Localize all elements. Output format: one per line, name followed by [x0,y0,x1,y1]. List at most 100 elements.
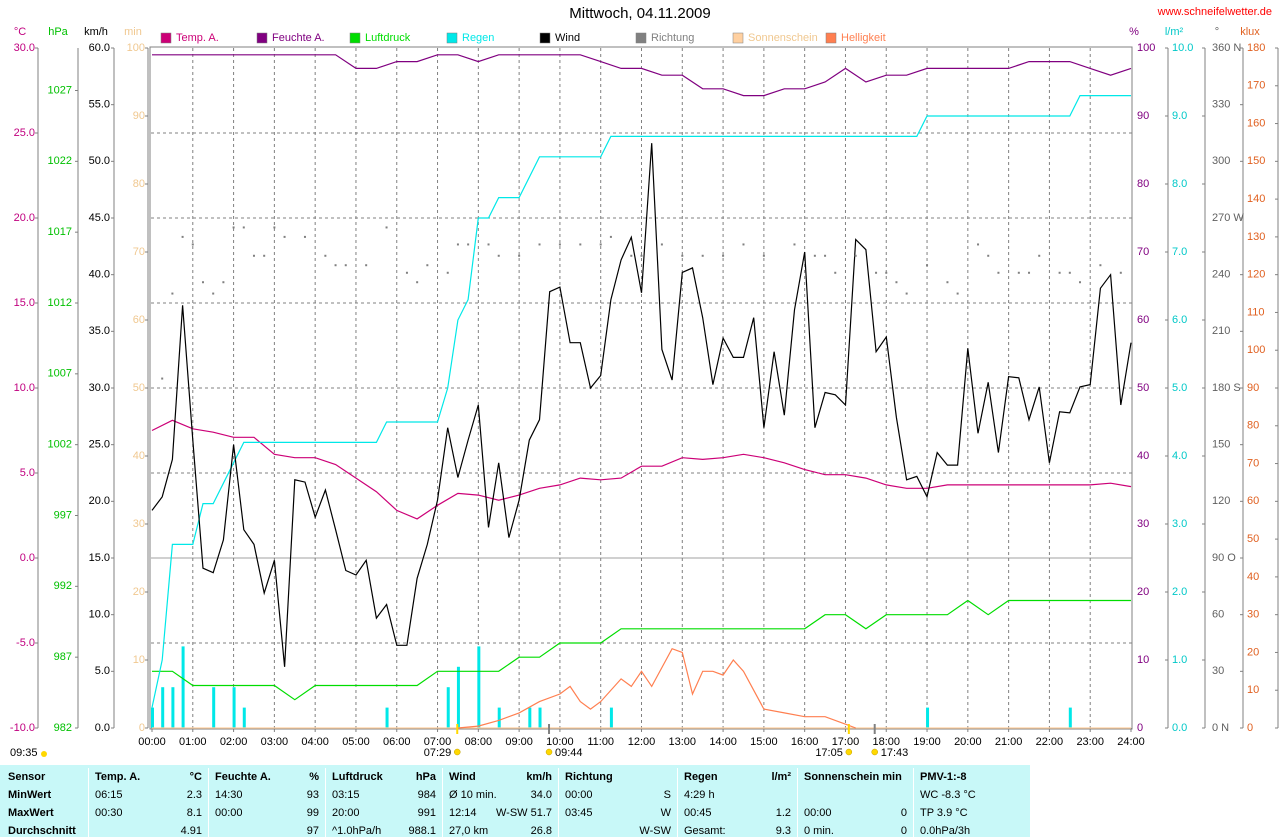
y-tick-label: 180 [1247,42,1265,54]
y-tick-label: 1012 [48,297,72,309]
y-tick-label: 4.0 [1172,450,1187,462]
table-cell: 14:30 93 [208,786,325,804]
cell-text: W-SW [639,825,671,837]
series-line [457,647,856,729]
cell-text: S [663,789,671,801]
annotation: 17:43 [881,747,909,759]
axis-title: °C [14,26,26,38]
y-tick-label: -10.0 [10,722,35,734]
y-tick-label: 60 [133,314,145,326]
legend-label: Wind [555,32,580,44]
y-tick-label: 20.0 [89,495,110,507]
y-tick-label: 30 [1247,609,1259,621]
cell-text: 12:14 [449,807,477,819]
cell-text: MinWert [8,789,52,801]
cell-text: 00:45 [684,807,712,819]
y-tick-label: 5.0 [20,467,35,479]
chart-title: Mittwoch, 04.11.2009 [569,5,710,22]
cell-text: Wind [449,771,476,783]
series-line [151,95,1131,708]
cell-text: 97 [306,825,319,837]
cell-text: Feuchte A. [215,771,271,783]
direction-dot [324,254,327,257]
x-tick-label: 24:00 [1117,736,1145,748]
direction-dot [1058,271,1061,274]
y-tick-label: 70 [133,246,145,258]
table-cell: Wind km/h [442,768,558,786]
series-line [151,143,1132,667]
cell-text: 03:15 [332,789,360,801]
cell-text: 1.2 [775,807,791,819]
x-tick-label: 09:00 [505,736,533,748]
legend-label: Luftdruck [365,32,411,44]
direction-dot [681,254,684,257]
direction-dot [1038,254,1041,257]
y-tick-label: 160 [1247,117,1265,129]
y-tick-label: 50 [1247,533,1259,545]
table-cell: Richtung [558,768,677,786]
y-tick-label: 50.0 [89,155,110,167]
cell-text: 00:00 [215,807,243,819]
table-cell: Feuchte A.% [208,768,325,786]
y-tick-label: 45.0 [89,212,110,224]
cell-text: 984 [417,789,436,801]
direction-dot [987,254,990,257]
y-tick-label: 1007 [48,368,72,380]
direction-dot [334,264,337,267]
direction-dot [599,243,602,246]
direction-dot [895,281,898,284]
cell-text: 34.0 [530,789,552,801]
y-tick-label: 60 [1137,314,1149,326]
direction-dot [181,235,184,238]
cell-text: W-SW 51.7 [495,807,552,819]
annotation: 09:35 [10,747,38,759]
x-tick-label: 15:00 [750,736,778,748]
y-tick-label: 55.0 [89,99,110,111]
direction-dot [242,226,245,229]
y-tick-label: 70 [1247,457,1259,469]
y-tick-label: 15.0 [14,297,35,309]
sun-marker [871,748,878,756]
cell-text: 0.0hPa/3h [920,825,971,837]
y-tick-label: 100 [1247,344,1265,356]
table-cell: W-SW [558,822,677,840]
y-tick-label: 15.0 [89,552,110,564]
y-tick-label: 10.0 [14,382,35,394]
y-tick-label: 20 [1247,646,1259,658]
axis-title: min [124,26,142,38]
y-tick-label: 80 [1137,178,1149,190]
table-cell: 20:00 991 [325,804,442,822]
cell-text: 991 [417,807,436,819]
cell-text: 27,0 km [449,825,489,837]
legend-label: Regen [462,32,494,44]
table-cell: 06:15 2.3 [88,786,208,804]
direction-dot [558,243,561,246]
table-cell: 00:00 S [558,786,677,804]
y-tick-label: 5.0 [95,665,110,677]
direction-dot [273,226,276,229]
rain-bar [446,687,450,728]
y-tick-label: 0 [139,722,145,734]
y-tick-label: 50 [1137,382,1149,394]
direction-dot [722,254,725,257]
axis-title: klux [1240,26,1260,38]
y-tick-label: 2.0 [1172,586,1187,598]
y-tick-label: 0.0 [20,552,35,564]
table-cell: 0.0hPa/3h [913,822,1030,840]
y-tick-label: 20.0 [14,212,35,224]
legend-label: Richtung [651,32,694,44]
series-line [152,599,1131,701]
legend-swatch [446,32,458,44]
y-tick-label: 1002 [48,439,72,451]
y-tick-label: 0.0 [95,722,110,734]
table-cell: Luftdruck hPa [325,768,442,786]
x-tick-label: 13:00 [669,736,697,748]
y-tick-label: 50 [133,382,145,394]
y-tick-label: 90 [1247,382,1259,394]
y-tick-label: 80 [1247,420,1259,432]
annotation: 09:44 [555,747,583,759]
y-tick-label: 100 [127,42,145,54]
direction-dot [1099,264,1102,267]
y-tick-label: 130 [1247,231,1265,243]
annotation: 17:05 [815,747,843,759]
